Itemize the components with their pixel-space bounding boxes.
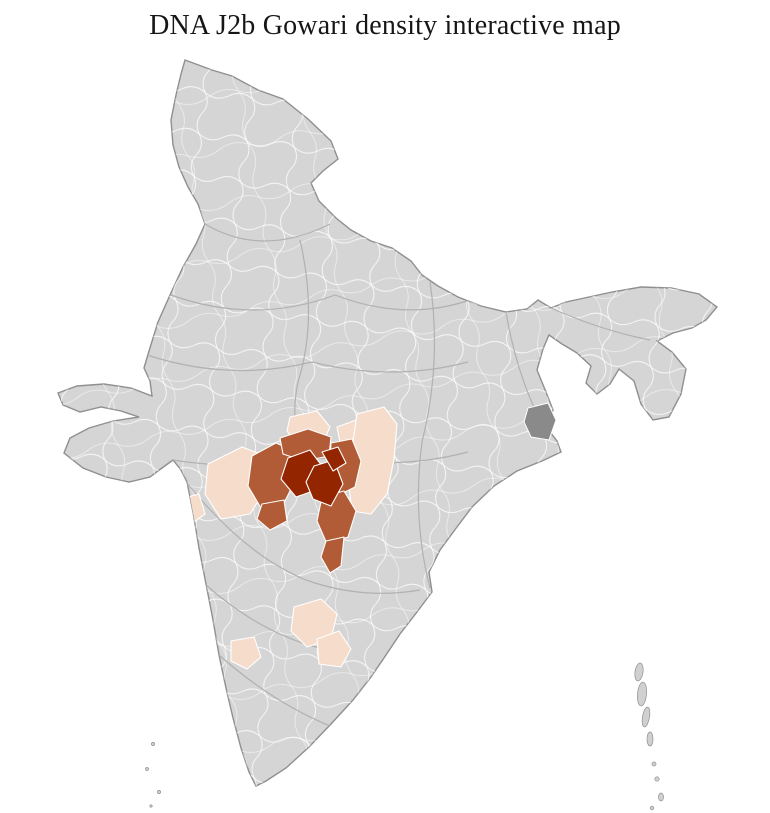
density-districts-medium (247, 428, 362, 574)
page-title: DNA J2b Gowari density interactive map (149, 10, 621, 41)
density-districts-high (280, 446, 347, 507)
district-low[interactable] (230, 636, 262, 670)
lakshadweep-islands[interactable] (145, 742, 161, 808)
dark-gray-district[interactable] (523, 402, 557, 441)
andaman-nicobar-islands[interactable] (634, 662, 664, 811)
district-medium[interactable] (256, 499, 288, 531)
district-high[interactable] (321, 446, 347, 472)
district-medium[interactable] (320, 536, 345, 574)
district-low[interactable] (316, 630, 352, 668)
